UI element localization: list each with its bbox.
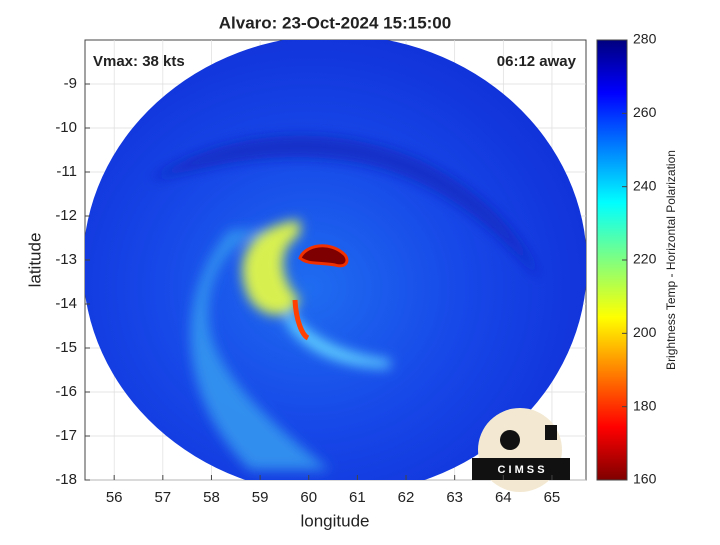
y-tick-label: -12 [55, 207, 77, 224]
logo-text: C I M S S [497, 464, 544, 476]
y-axis-label: latitude [25, 233, 44, 288]
chart-title: Alvaro: 23-Oct-2024 15:15:00 [219, 13, 451, 32]
y-tick-label: -13 [55, 251, 77, 268]
annotation: Vmax: 38 kts [93, 53, 185, 70]
x-tick-label: 64 [495, 489, 512, 506]
colorbar-tick-label: 220 [633, 251, 657, 267]
colorbar-tick-label: 280 [633, 31, 657, 47]
x-tick-label: 65 [544, 489, 561, 506]
y-tick-label: -10 [55, 119, 77, 136]
x-tick-label: 59 [252, 489, 269, 506]
x-tick-label: 58 [203, 489, 220, 506]
x-tick-label: 63 [446, 489, 463, 506]
x-tick-label: 61 [349, 489, 366, 506]
colorbar-tick-label: 160 [633, 471, 657, 487]
y-tick-label: -15 [55, 339, 77, 356]
y-tick-label: -16 [55, 383, 77, 400]
x-tick-label: 60 [300, 489, 317, 506]
colorbar-tick-label: 200 [633, 324, 657, 340]
colorbar-label: Brightness Temp - Horizontal Polarizatio… [664, 150, 678, 370]
x-tick-label: 62 [398, 489, 415, 506]
colorbar-tick-label: 180 [633, 397, 657, 413]
y-tick-label: -18 [55, 471, 77, 488]
colorbar-tick-label: 240 [633, 177, 657, 193]
colorbar-tick-label: 260 [633, 104, 657, 120]
satellite-image [85, 40, 586, 480]
y-tick-label: -17 [55, 427, 77, 444]
x-axis-label: longitude [300, 511, 369, 530]
y-tick-label: -11 [56, 163, 77, 180]
y-tick-label: -14 [55, 295, 77, 312]
x-tick-label: 57 [154, 489, 171, 506]
y-tick-label: -9 [64, 75, 77, 92]
x-tick-label: 56 [106, 489, 123, 506]
annotation: 06:12 away [497, 53, 577, 70]
cimss-logo: C I M S S [472, 408, 570, 492]
